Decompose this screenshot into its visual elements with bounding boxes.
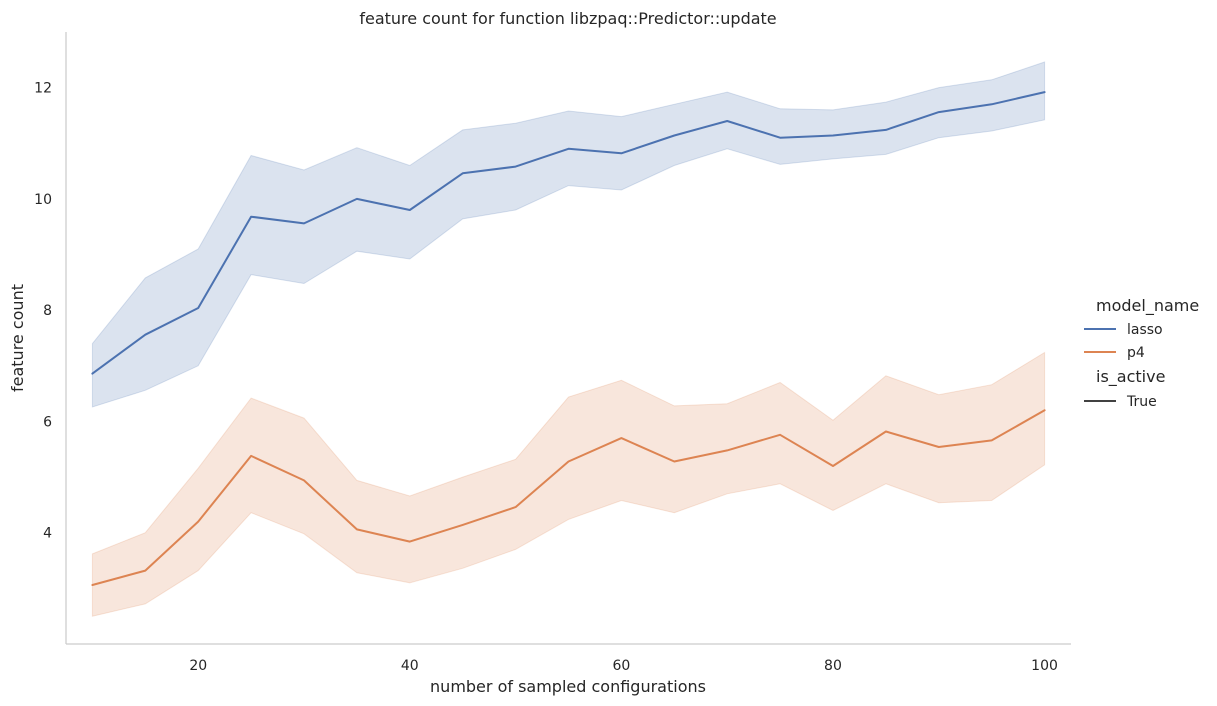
- chart-title: feature count for function libzpaq::Pred…: [359, 9, 776, 28]
- y-tick-label: 4: [43, 526, 52, 542]
- legend-style-label: True: [1126, 394, 1157, 410]
- x-tick-label: 100: [1031, 658, 1058, 674]
- legend-style-title: is_active: [1096, 367, 1165, 387]
- x-tick-label: 20: [189, 658, 207, 674]
- legend: model_name lasso p4 is_active True: [1084, 296, 1199, 410]
- x-axis-label: number of sampled configurations: [430, 677, 706, 696]
- legend-label-lasso: lasso: [1127, 322, 1163, 338]
- y-tick-label: 6: [43, 414, 52, 430]
- series-line-lasso: [91, 91, 1046, 375]
- x-tick-label: 80: [824, 658, 842, 674]
- series-line-p4: [91, 409, 1046, 586]
- y-tick-labels: 4 6 8 10 12: [34, 81, 52, 542]
- confidence-band-lasso: [91, 61, 1046, 408]
- y-tick-label: 12: [34, 81, 52, 97]
- y-tick-label: 10: [34, 192, 52, 208]
- legend-hue-title: model_name: [1096, 296, 1199, 316]
- y-axis-label: feature count: [8, 284, 27, 392]
- series-lines: [91, 91, 1046, 586]
- confidence-band-p4: [91, 351, 1046, 617]
- x-tick-label: 40: [401, 658, 419, 674]
- x-tick-label: 60: [612, 658, 630, 674]
- y-tick-label: 8: [43, 303, 52, 319]
- x-tick-labels: 20 40 60 80 100: [189, 658, 1058, 674]
- confidence-bands: [91, 61, 1046, 617]
- legend-label-p4: p4: [1127, 345, 1145, 361]
